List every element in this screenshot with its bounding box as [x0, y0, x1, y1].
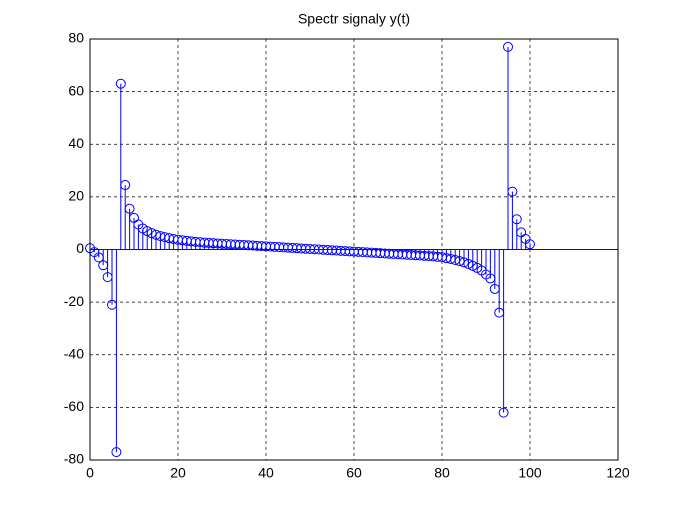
y-tick-label: -60 [64, 398, 84, 414]
y-tick-label: 20 [68, 188, 84, 204]
x-tick-label: 20 [170, 465, 186, 481]
y-tick-label: 80 [68, 30, 84, 46]
stem-marker [111, 447, 122, 458]
chart-title: Spectr signaly y(t) [298, 11, 410, 27]
stem-marker [503, 41, 513, 52]
stem-marker [115, 78, 126, 89]
y-tick-label: -20 [64, 293, 84, 309]
stem-marker [498, 407, 509, 418]
y-tick-label: 0 [76, 240, 84, 256]
stem-marker [525, 239, 535, 250]
stem-marker [511, 214, 522, 225]
x-tick-label: 80 [434, 465, 450, 481]
stem-marker [507, 186, 518, 197]
y-tick-label: 40 [68, 135, 84, 151]
x-tick-label: 100 [518, 465, 542, 481]
axes-box [89, 38, 619, 461]
y-tick-label: 60 [68, 82, 84, 98]
y-tick-label: -80 [64, 451, 84, 467]
stem-marker [142, 226, 153, 237]
stem-marker [120, 180, 131, 191]
x-tick-label: 120 [606, 465, 630, 481]
x-tick-label: 60 [346, 465, 362, 481]
stem-marker [146, 228, 157, 239]
x-tick-label: 0 [86, 465, 94, 481]
x-tick-label: 40 [258, 465, 274, 481]
y-tick-label: -40 [64, 345, 84, 361]
stem-marker [124, 203, 135, 214]
